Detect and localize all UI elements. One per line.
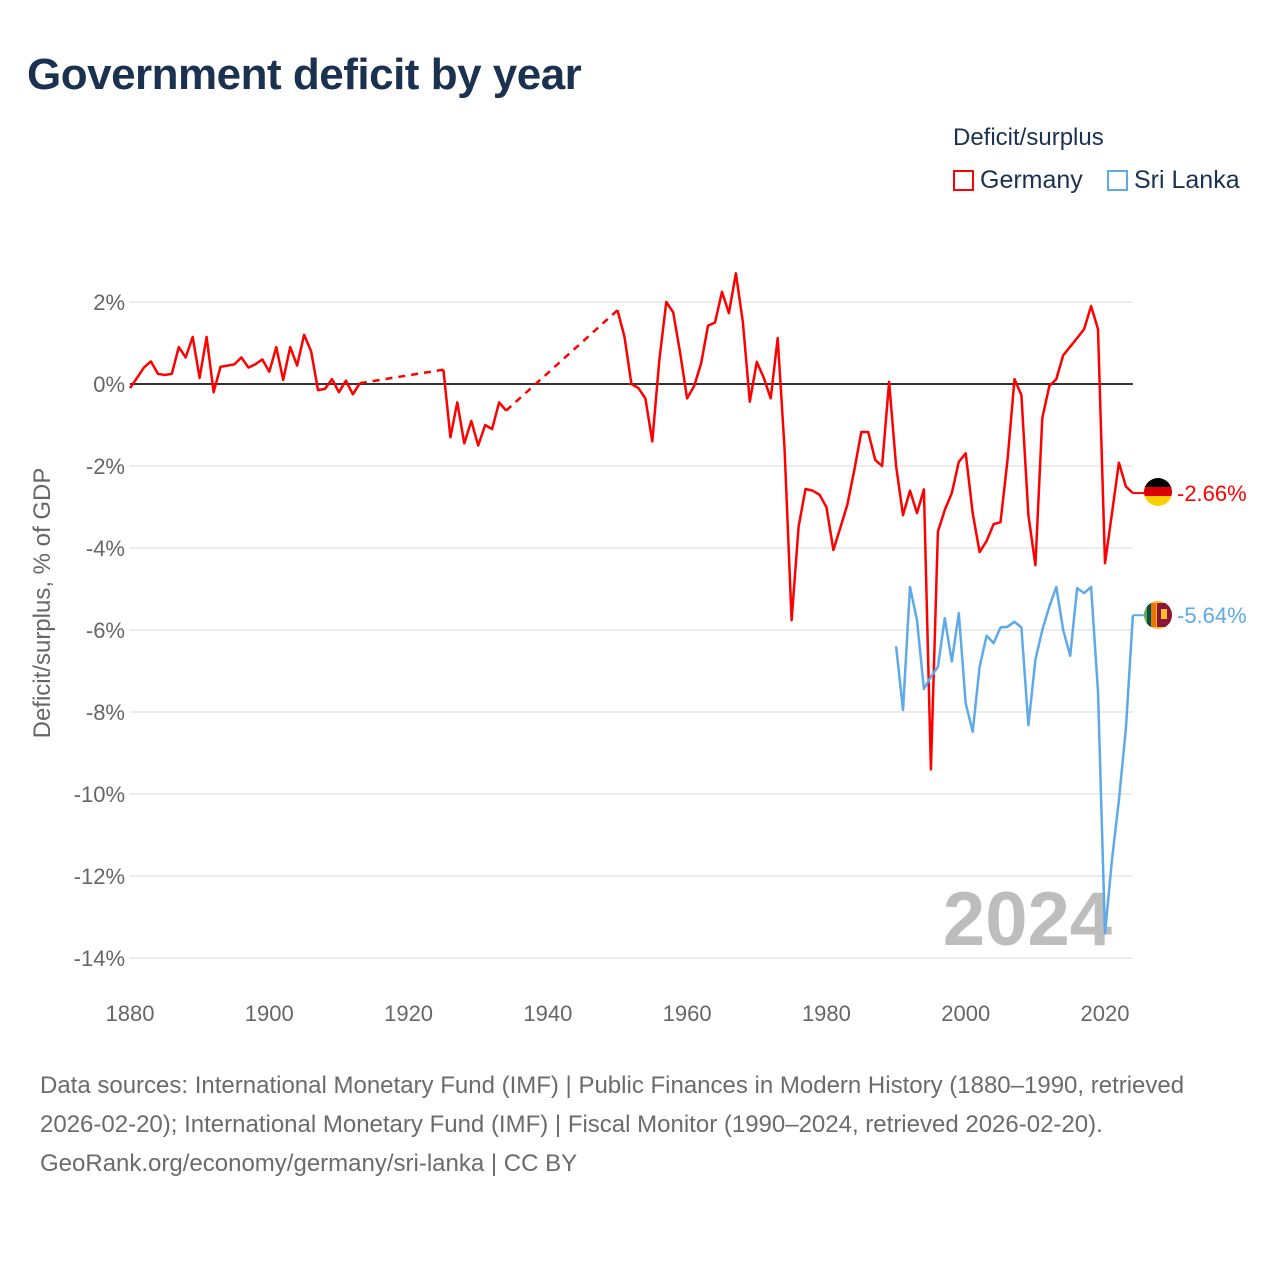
line-chart: 2% 0% -2% -4% -6% -8% -10% -12% -14% 1880 1900 192… [29, 272, 1247, 1026]
series-line-germany [616, 272, 1134, 771]
footer: Data sources: International Monetary Fun… [40, 1066, 1240, 1183]
series-gap-germany [505, 309, 619, 412]
attribution-link[interactable]: GeoRank.org/economy/germany/sri-lanka | … [40, 1150, 578, 1177]
y-tick-label: 0% [93, 372, 125, 397]
y-tick-label: -14% [74, 946, 125, 971]
x-tick-label: 2000 [941, 1001, 990, 1026]
legend-label-sri-lanka: Sri Lanka [1134, 166, 1240, 194]
legend-title: Deficit/surplus [953, 124, 1104, 151]
series-lines [128, 272, 1146, 935]
end-labels: -2.66% -5.64% [1177, 481, 1247, 628]
y-tick-label: -12% [74, 864, 125, 889]
y-tick-label: 2% [93, 290, 125, 315]
series-line-germany [128, 333, 361, 396]
y-tick-label: -2% [86, 454, 125, 479]
chart-title: Government deficit by year [27, 50, 582, 99]
x-tick-label: 1960 [663, 1001, 712, 1026]
series-line-sri-lanka [894, 585, 1135, 935]
x-tick-label: 1880 [106, 1001, 155, 1026]
end-label-germany: -2.66% [1177, 481, 1247, 506]
legend-swatch-sri-lanka [1107, 170, 1128, 191]
legend-item-sri-lanka[interactable]: Sri Lanka [1107, 166, 1240, 195]
series-line-germany [442, 369, 508, 447]
y-tick-label: -4% [86, 536, 125, 561]
data-sources: Data sources: International Monetary Fun… [40, 1072, 1185, 1138]
y-axis-ticks: 2% 0% -2% -4% -6% -8% -10% -12% -14% [74, 290, 125, 971]
current-year-watermark: 2024 [943, 877, 1112, 962]
x-tick-label: 1940 [523, 1001, 572, 1026]
gridlines [130, 301, 1133, 959]
x-tick-label: 1920 [384, 1001, 433, 1026]
legend-item-germany[interactable]: Germany [953, 166, 1083, 195]
flag-sri-lanka-icon [1144, 601, 1172, 629]
x-axis-ticks: 1880 1900 1920 1940 1960 1980 2000 2020 [106, 1001, 1130, 1026]
flag-germany-icon [1144, 478, 1172, 506]
y-tick-label: -8% [86, 700, 125, 725]
y-tick-label: -6% [86, 618, 125, 643]
legend-swatch-germany [953, 170, 974, 191]
y-axis-label: Deficit/surplus, % of GDP [29, 468, 56, 739]
x-tick-label: 1980 [802, 1001, 851, 1026]
series-gap-germany [359, 368, 444, 385]
y-tick-label: -10% [74, 782, 125, 807]
legend-label-germany: Germany [980, 166, 1083, 194]
x-tick-label: 2020 [1081, 1001, 1130, 1026]
x-tick-label: 1900 [245, 1001, 294, 1026]
end-label-sri-lanka: -5.64% [1177, 603, 1247, 628]
